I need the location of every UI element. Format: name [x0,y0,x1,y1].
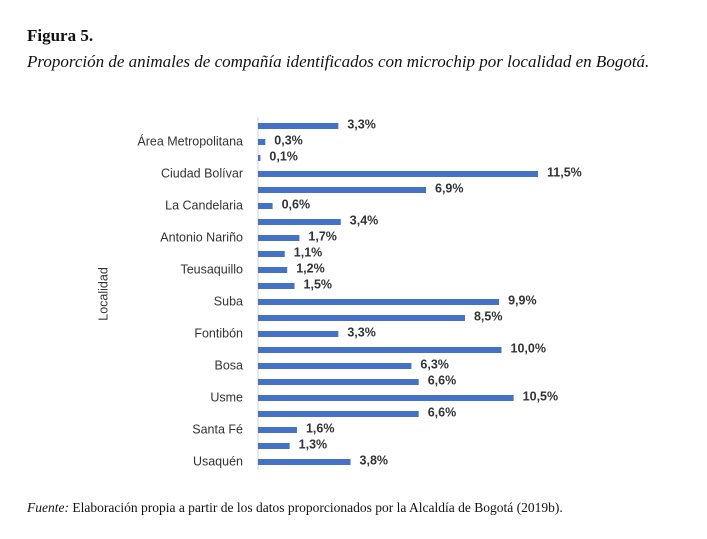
bar [258,123,339,129]
category-label: La Candelaria [165,198,243,212]
bar [258,219,341,225]
bar [258,395,514,401]
category-label: Bosa [215,358,244,372]
bar [258,251,285,257]
value-label: 9,9% [508,293,537,307]
value-label: 1,1% [294,245,323,259]
value-label: 6,6% [428,373,457,387]
value-label: 6,9% [435,181,464,195]
value-label: 10,5% [523,389,558,403]
category-label: Fontibón [194,326,243,340]
bar [258,411,419,417]
value-label: 1,2% [296,261,325,275]
value-label: 10,0% [511,341,546,355]
value-label: 3,3% [347,325,376,339]
value-label: 3,8% [360,453,389,467]
bar [258,347,502,353]
chart: Localidad 3,3% 0,3% Área Metropolitana 0,1%… [96,117,582,470]
bar [258,235,300,241]
source-text: Elaboración propia a partir de los datos… [72,500,563,515]
bar [258,379,419,385]
bar [258,203,273,209]
bar [258,187,427,193]
subtitle: Proporción de animales de compañía ident… [27,52,650,71]
bar [258,139,266,145]
value-label: 1,3% [299,437,328,451]
category-label: Usme [210,390,243,404]
bar [258,427,297,433]
value-label: 3,4% [350,213,379,227]
bar [258,299,500,305]
value-label: 1,5% [304,277,333,291]
bar [258,267,288,273]
bar [258,331,339,337]
bar [258,443,290,449]
value-label: 0,1% [269,149,298,163]
bar [258,171,539,177]
value-label: 6,6% [428,405,457,419]
source: Fuente: Elaboración propia a partir de l… [27,500,563,516]
y-axis-label: Localidad [96,267,110,321]
bar [258,459,351,465]
category-label: Ciudad Bolívar [161,166,243,180]
source-label: Fuente: [27,500,69,515]
value-label: 1,6% [306,421,335,435]
category-label: Santa Fé [192,422,243,436]
category-label: Antonio Nariño [160,230,243,244]
bar [258,155,261,161]
value-label: 0,3% [274,133,303,147]
value-label: 0,6% [282,197,311,211]
value-label: 11,5% [547,165,582,179]
value-label: 8,5% [474,309,503,323]
category-label: Teusaquillo [180,262,243,276]
category-label: Usaquén [193,454,243,468]
category-label: Área Metropolitana [137,133,243,148]
category-label: Suba [214,294,243,308]
value-label: 6,3% [420,357,449,371]
value-label: 1,7% [308,229,337,243]
figure-label: Figura 5. [27,26,94,45]
bar [258,315,465,321]
value-label: 3,3% [347,117,376,131]
bar [258,283,295,289]
bar [258,363,412,369]
